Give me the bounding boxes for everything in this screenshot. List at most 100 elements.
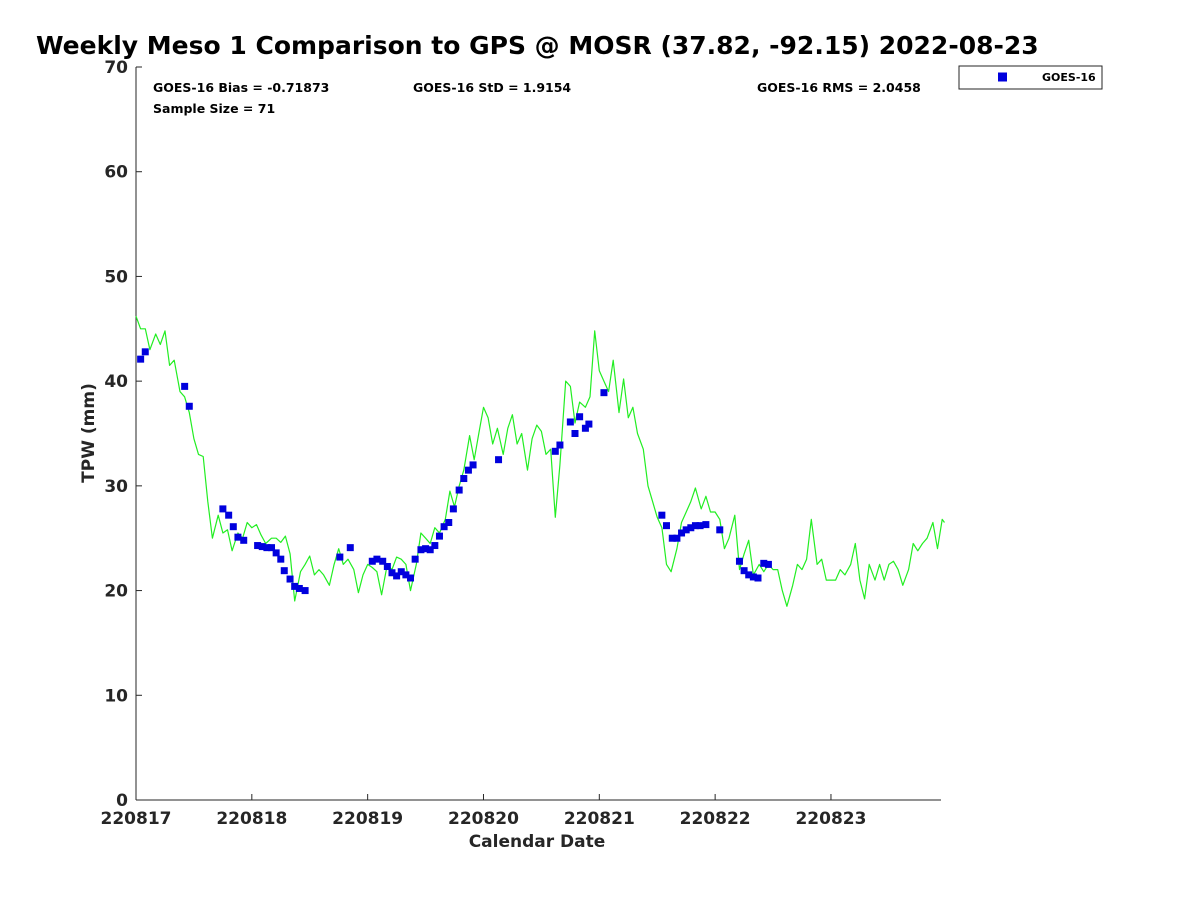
goes16-data-point [687,524,695,532]
y-tick-label: 40 [104,372,128,392]
ticks: 0 10 20 30 40 50 60 70 220817 220818 220819 220820 2… [101,58,867,829]
goes16-data-point [435,532,443,540]
goes16-data-point [735,557,743,565]
stats-annotations: GOES-16 Bias = -0.71873 GOES-16 StD = 1.… [153,80,921,116]
goes16-data-point [760,559,768,567]
goes16-data-point [440,523,448,531]
goes16-data-point [556,441,564,449]
goes16-data-point [696,522,704,530]
bias-annotation: GOES-16 Bias = -0.71873 [153,80,329,95]
goes16-data-point [234,533,242,541]
std-annotation: GOES-16 StD = 1.9154 [413,80,571,95]
goes16-data-point [295,584,303,592]
x-tick-label: 220823 [795,809,866,829]
y-tick-label: 30 [104,477,128,497]
goes16-data-point [702,521,710,529]
goes16-data-point [268,544,276,552]
y-tick-label: 50 [104,267,128,287]
x-tick-label: 220822 [680,809,751,829]
goes16-data-point [749,573,757,581]
goes16-data-point [291,582,299,590]
goes16-data-point [141,348,149,356]
gps-series-line [135,315,945,607]
y-axis-label: TPW (mm) [79,383,99,483]
goes16-data-point [469,461,477,469]
y-tick-label: 0 [116,791,128,811]
goes16-data-point [422,545,430,553]
goes16-data-point [336,553,344,561]
goes16-data-point [673,534,681,542]
goes16-data-point [585,420,593,428]
goes16-data-point [185,402,193,410]
goes16-data-point [407,574,415,582]
legend-label: GOES-16 [1042,71,1096,84]
goes16-data-point [662,522,670,530]
goes16-data-point [219,505,227,513]
y-tick-label: 10 [104,686,128,706]
chart-title: Weekly Meso 1 Comparison to GPS @ MOSR (… [36,31,1039,60]
goes16-data-point [431,542,439,550]
goes16-data-point [754,574,762,582]
goes16-data-point [379,557,387,565]
legend: GOES-16 [958,65,1103,90]
goes16-data-point [286,575,294,583]
goes16-data-point [258,543,266,551]
x-tick-label: 220818 [216,809,287,829]
goes16-data-point [600,389,608,397]
goes16-data-point [240,536,248,544]
goes16-data-point [402,571,410,579]
goes16-data-point [464,466,472,474]
goes16-data-point [368,557,376,565]
goes16-data-point [263,544,271,552]
goes16-data-point [571,430,579,437]
goes16-data-point [397,568,405,576]
goes16-data-point [449,505,457,513]
goes16-data-point [272,549,280,557]
goes16-data-point [740,567,748,575]
goes16-data-point [280,567,288,575]
goes16-data-point [417,546,425,554]
goes16-data-point [229,523,237,531]
goes16-data-point [411,555,419,563]
goes16-data-point [691,522,699,530]
x-tick-label: 220817 [101,809,172,829]
goes16-data-point [301,587,309,595]
goes16-data-point [566,418,574,426]
y-tick-label: 70 [104,58,128,78]
goes16-data-point [346,544,354,552]
goes16-data-point [137,355,145,363]
goes16-data-point [495,456,503,464]
goes16-data-point [668,534,676,542]
goes16-data-point [445,519,453,527]
goes16-data-point [658,511,666,519]
sample-size-annotation: Sample Size = 71 [153,101,275,116]
goes16-data-point [455,486,463,494]
y-tick-label: 20 [104,582,128,602]
rms-annotation: GOES-16 RMS = 2.0458 [757,80,921,95]
y-tick-label: 60 [104,163,128,183]
goes16-data-point [383,562,391,570]
goes16-data-point [426,546,434,554]
goes16-data-point [277,555,285,563]
goes16-data-point [745,571,753,579]
x-tick-label: 220820 [448,809,519,829]
goes16-data-point [388,569,396,577]
goes16-data-point [225,511,233,519]
goes16-data-point [181,382,189,390]
legend-marker [998,72,1007,82]
goes16-data-point [460,475,468,483]
goes16-data-point [254,542,262,550]
x-axis-label: Calendar Date [469,832,606,852]
legend-box [958,65,1103,90]
plot-area [135,315,945,607]
goes16-data-point [393,572,401,580]
x-tick-label: 220821 [564,809,635,829]
goes16-data-point [576,413,584,421]
goes16-data-point [678,529,686,537]
goes16-data-point [581,424,589,432]
goes16-data-point [373,555,381,563]
goes16-data-point [716,526,724,534]
x-tick-label: 220819 [332,809,403,829]
